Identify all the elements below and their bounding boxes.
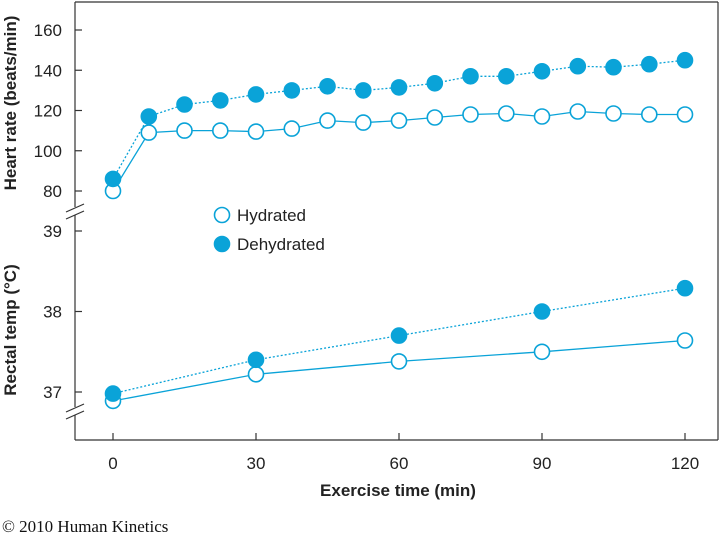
heart-rate-hydrated-point xyxy=(605,105,622,122)
heart-rate-dehydrated-point xyxy=(640,55,658,73)
x-axis-title: Exercise time (min) xyxy=(320,481,476,500)
heart-rate-dehydrated-point xyxy=(390,79,408,96)
x-tick-label: 0 xyxy=(108,454,117,473)
legend-hydrated-marker xyxy=(213,206,231,224)
heart-rate-dehydrated-point xyxy=(497,68,515,85)
heart-rate-hydrated-point xyxy=(354,114,372,131)
rectal-temp-hydrated-point xyxy=(676,332,694,349)
rectal-temp-dehydrated-point xyxy=(390,327,408,344)
rectal-temp-hydrated-point xyxy=(247,365,265,383)
series-layer xyxy=(104,51,694,410)
heart-rate-hydrated-point xyxy=(533,108,551,125)
axis-break-mark-2b xyxy=(65,410,85,420)
rectal-temp-hydrated-point xyxy=(533,343,551,361)
rectal-temp-tick-label: 39 xyxy=(43,222,62,241)
heart-rate-dehydrated-point xyxy=(140,108,158,125)
heart-rate-hydrated-point xyxy=(426,109,444,126)
heart-rate-dehydrated-point xyxy=(426,75,444,92)
legend: Hydrated Dehydrated xyxy=(213,206,325,254)
rectal-temp-tick-label: 38 xyxy=(43,303,62,322)
heart-rate-dehydrated-point xyxy=(569,57,587,75)
x-tick-label: 90 xyxy=(533,454,552,473)
heart-rate-tick-label: 120 xyxy=(34,102,62,121)
heart-rate-hydrated-point xyxy=(462,106,479,123)
heart-rate-dehydrated-point xyxy=(319,78,336,95)
rectal-temp-dehydrated-point xyxy=(247,351,265,369)
axes-layer: 80 100 120 140 160 37 38 39 0 30 60 90 120 xyxy=(34,1,719,473)
rectal-temp-dehydrated-point xyxy=(676,279,694,297)
legend-hydrated-label: Hydrated xyxy=(237,206,306,225)
x-tick-label: 120 xyxy=(671,454,699,473)
heart-rate-tick-label: 80 xyxy=(43,182,62,201)
axis-break-mark-1b xyxy=(65,210,85,220)
heart-rate-dehydrated-point xyxy=(676,51,694,69)
x-tick-label: 60 xyxy=(390,454,409,473)
heart-rate-tick-label: 160 xyxy=(34,21,62,40)
heart-rate-hydrated-point xyxy=(247,123,265,140)
x-tick-label: 30 xyxy=(247,454,266,473)
heart-rate-dehydrated-point xyxy=(283,82,301,99)
rectal-temp-tick-label: 37 xyxy=(43,383,62,402)
heart-rate-dehydrated-point xyxy=(212,92,229,109)
heart-rate-hydrated-point xyxy=(390,112,408,129)
heart-rate-dehydrated-point xyxy=(605,58,622,76)
heart-rate-axis-title: Heart rate (beats/min) xyxy=(1,16,20,191)
heart-rate-dehydrated-point xyxy=(176,96,193,113)
heart-rate-hydrated-point xyxy=(640,106,658,123)
rectal-temp-dehydrated-line xyxy=(112,287,686,395)
heart-rate-hydrated-point xyxy=(283,120,301,137)
heart-rate-hydrated-point xyxy=(676,106,694,123)
legend-dehydrated-label: Dehydrated xyxy=(237,235,325,254)
rectal-temp-hydrated-point xyxy=(390,353,408,370)
heart-rate-tick-label: 100 xyxy=(34,142,62,161)
heart-rate-hydrated-point xyxy=(319,112,336,129)
rectal-temp-hydrated-line xyxy=(112,339,686,402)
axis-break-mark-2a xyxy=(65,403,85,413)
heart-rate-dehydrated-point xyxy=(247,86,265,103)
heart-rate-hydrated-point xyxy=(176,122,193,139)
axis-break-mark-1a xyxy=(65,203,85,213)
rectal-temp-axis-title: Rectal temp (°C) xyxy=(1,264,20,395)
heart-rate-hydrated-point xyxy=(140,124,158,141)
heart-rate-dehydrated-point xyxy=(354,82,372,99)
copyright-notice: © 2010 Human Kinetics xyxy=(2,517,169,536)
heart-rate-tick-label: 140 xyxy=(34,61,62,80)
rectal-temp-dehydrated-point xyxy=(533,303,551,320)
heart-rate-hydrated-point xyxy=(497,105,515,122)
legend-dehydrated-marker xyxy=(213,235,231,253)
heart-rate-dehydrated-point xyxy=(533,63,551,80)
rectal-temp-dehydrated-point xyxy=(104,385,122,402)
heart-rate-dehydrated-point xyxy=(104,170,122,188)
heart-rate-dehydrated-point xyxy=(462,68,479,85)
heart-rate-hydrated-point xyxy=(569,103,587,120)
heart-rate-hydrated-point xyxy=(212,122,229,139)
